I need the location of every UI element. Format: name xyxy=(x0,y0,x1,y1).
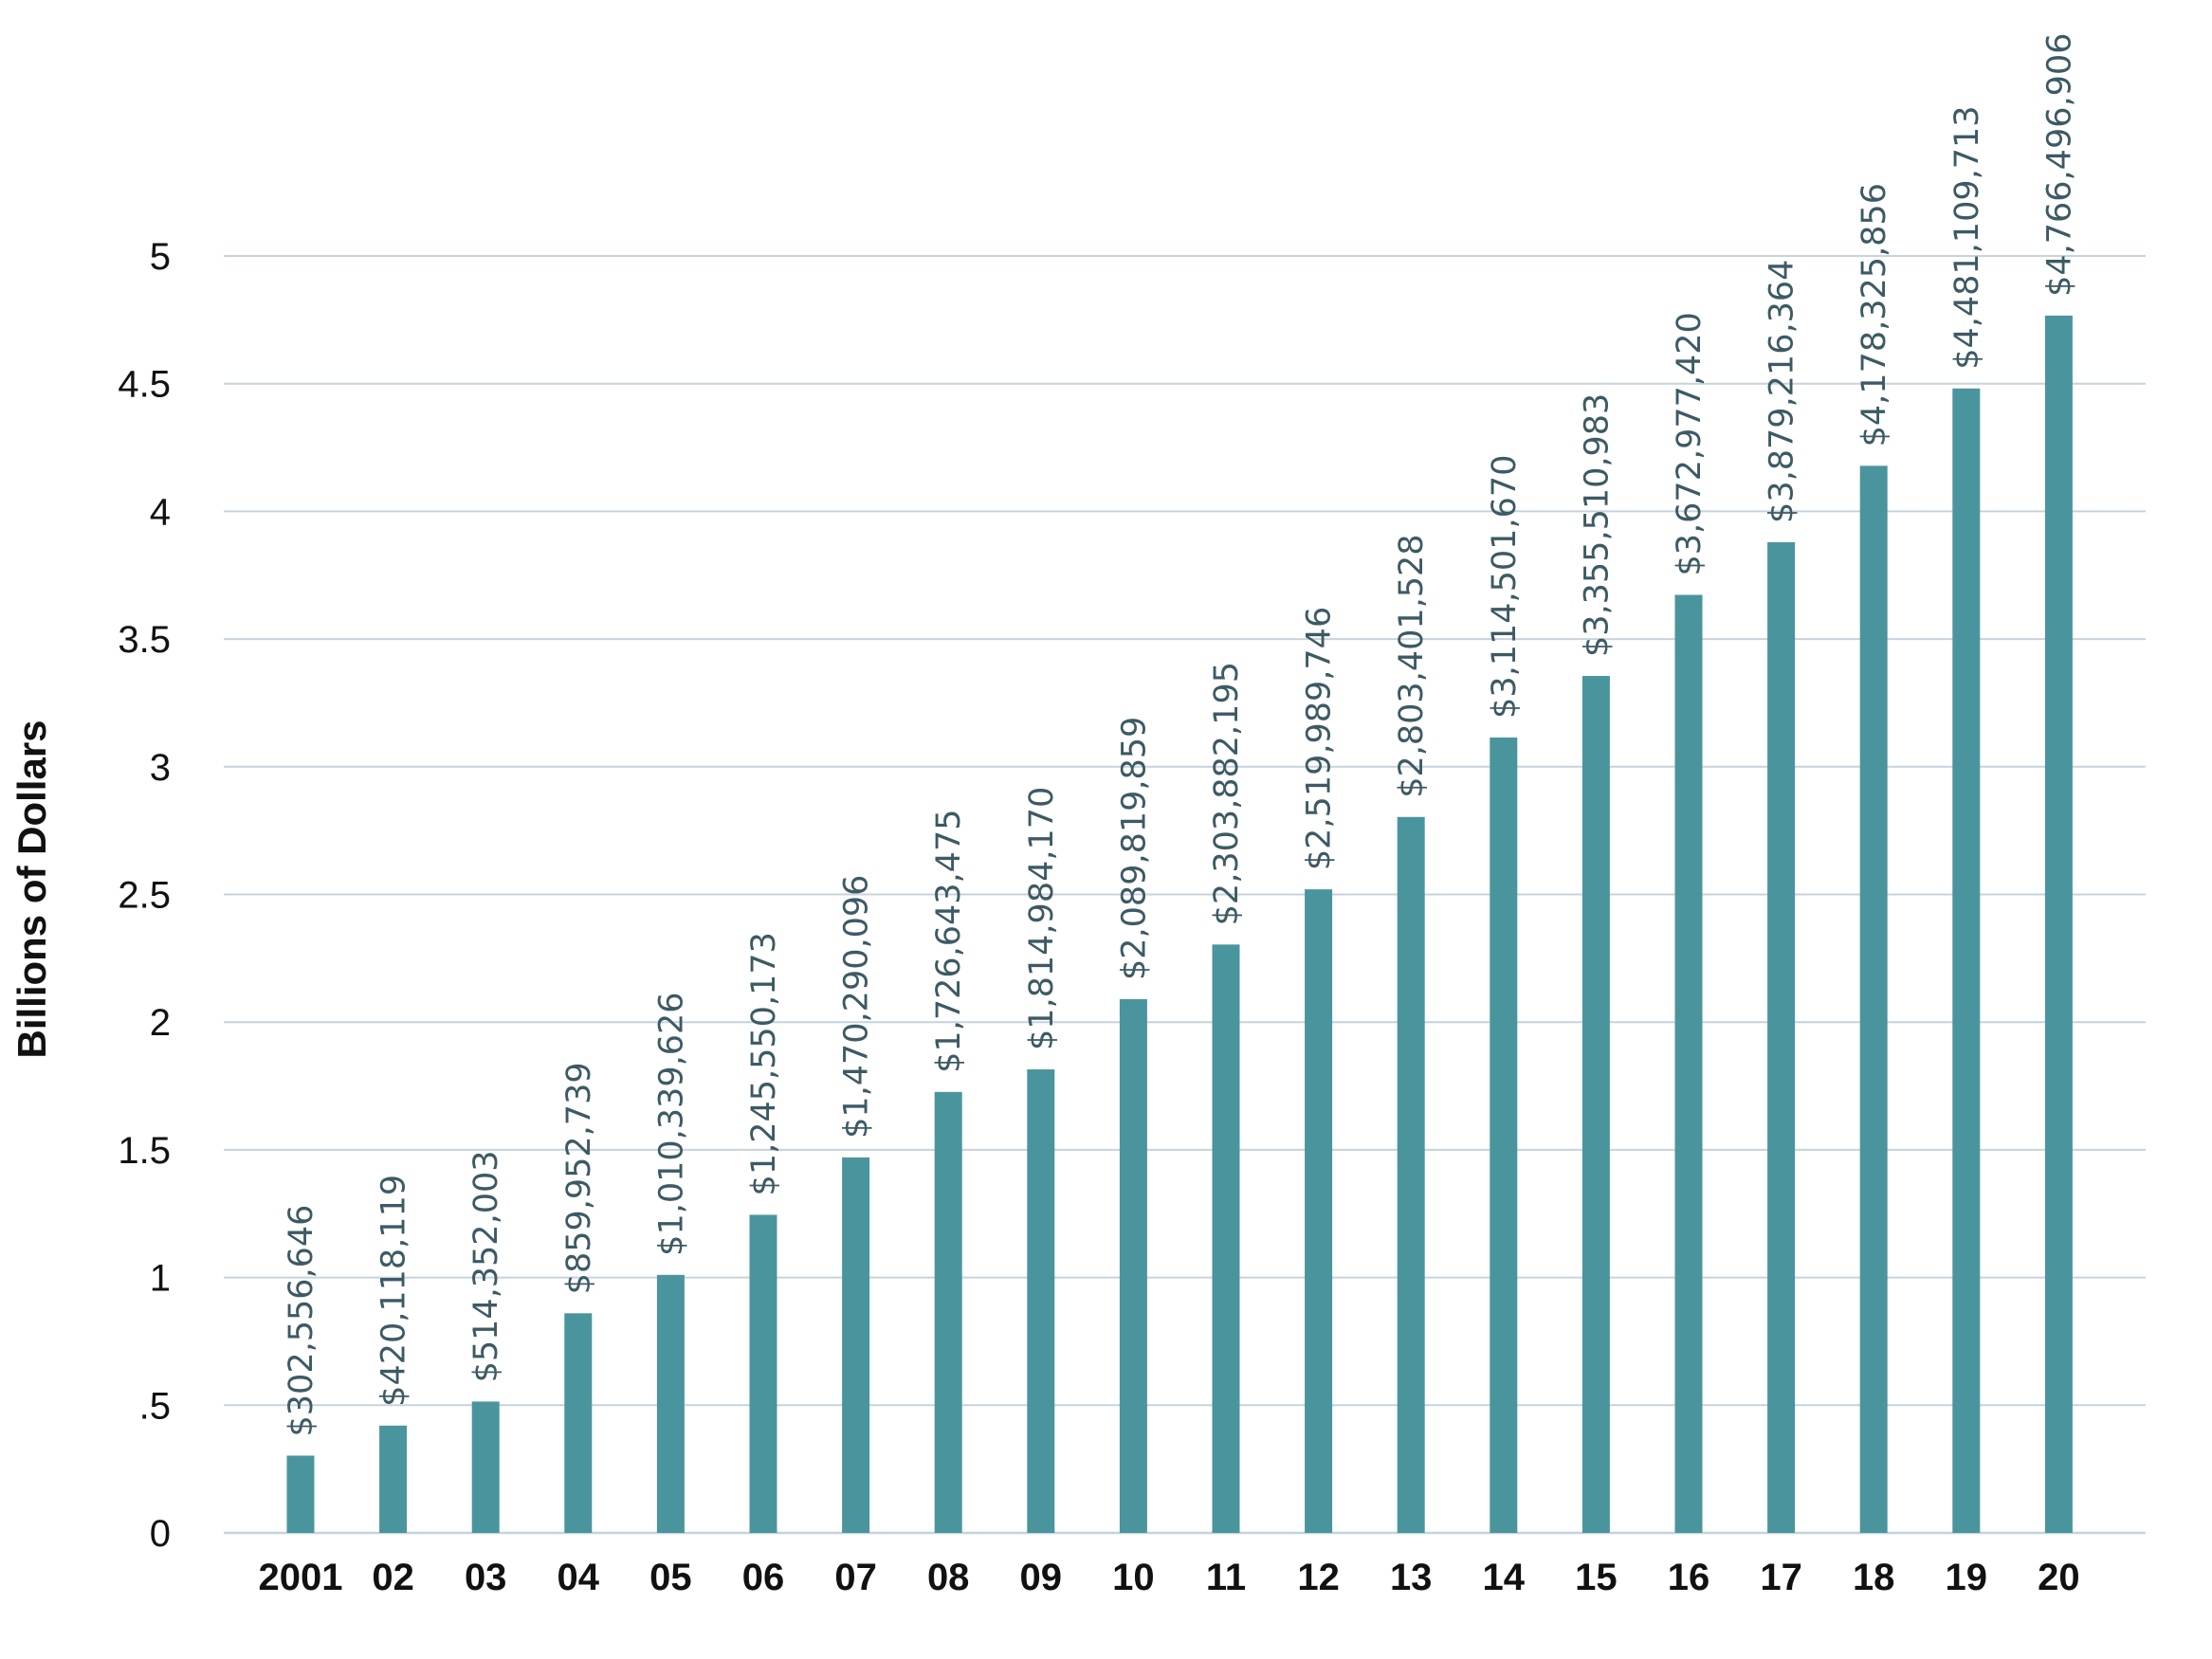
data-label: $420,118,119 xyxy=(375,1175,413,1407)
bar xyxy=(471,1401,500,1533)
data-label: $3,355,510,983 xyxy=(1578,393,1616,657)
y-tick-label: 3 xyxy=(150,747,171,789)
x-tick-label: 16 xyxy=(1668,1557,1710,1598)
bar xyxy=(749,1214,777,1533)
data-label: $3,672,977,420 xyxy=(1671,312,1709,575)
data-label: $302,556,646 xyxy=(283,1205,320,1437)
bar xyxy=(842,1157,870,1533)
y-tick-label: 2 xyxy=(150,1002,171,1044)
data-label: $3,879,216,364 xyxy=(1764,260,1801,523)
data-label: $514,352,003 xyxy=(467,1150,505,1382)
x-tick-label: 04 xyxy=(558,1557,600,1598)
bar xyxy=(1859,465,1888,1533)
y-tick-label: 3.5 xyxy=(118,619,171,661)
y-tick-label: 2.5 xyxy=(118,875,171,917)
x-tick-label: 06 xyxy=(742,1557,785,1598)
y-tick-label: 0 xyxy=(150,1513,171,1555)
data-label: $1,010,339,626 xyxy=(652,992,690,1255)
x-axis-ticks: 2001 02 03 04 05 06 07 08 09 10 11 12 13 14 15 16 17 18 19… xyxy=(259,1557,2080,1598)
y-tick-label: 4.5 xyxy=(118,364,171,406)
x-tick-label: 13 xyxy=(1390,1557,1433,1598)
bar xyxy=(1767,541,1796,1533)
x-tick-label: 05 xyxy=(649,1557,692,1598)
x-tick-label: 08 xyxy=(927,1557,970,1598)
data-label: $2,089,819,859 xyxy=(1115,717,1153,980)
x-tick-label: 15 xyxy=(1575,1557,1618,1598)
data-label: $3,114,501,670 xyxy=(1486,455,1524,719)
x-tick-label: 18 xyxy=(1853,1557,1895,1598)
data-label: $4,178,325,856 xyxy=(1856,183,1893,447)
x-tick-label: 03 xyxy=(465,1557,507,1598)
data-label: $1,726,643,475 xyxy=(930,810,968,1073)
data-label: $1,470,290,096 xyxy=(838,875,876,1139)
x-tick-label: 14 xyxy=(1483,1557,1526,1598)
bar xyxy=(1952,388,1981,1533)
x-tick-label: 11 xyxy=(1206,1557,1246,1598)
y-tick-label: 1 xyxy=(150,1258,171,1300)
y-axis-label: Billions of Dollars xyxy=(9,720,54,1058)
y-tick-label: 5 xyxy=(150,236,171,278)
x-tick-label: 19 xyxy=(1946,1557,1988,1598)
bar xyxy=(1674,594,1703,1533)
x-tick-label: 10 xyxy=(1112,1557,1155,1598)
bar xyxy=(379,1425,408,1533)
data-label: $2,519,989,746 xyxy=(1301,607,1339,870)
bar xyxy=(1490,737,1518,1533)
x-tick-label: 17 xyxy=(1760,1557,1802,1598)
gridlines xyxy=(224,255,2146,1535)
x-tick-label: 02 xyxy=(372,1557,414,1598)
y-axis-ticks: 0 .5 1 1.5 2 2.5 3 3.5 4 4.5 5 xyxy=(118,236,171,1555)
data-label: $2,803,401,528 xyxy=(1393,534,1431,797)
data-labels: $302,556,646 $420,118,119 $514,352,003 $859… xyxy=(283,33,2078,1437)
bar xyxy=(564,1313,593,1533)
x-tick-label: 20 xyxy=(2038,1557,2080,1598)
y-tick-label: 4 xyxy=(150,491,171,533)
data-label: $4,766,496,906 xyxy=(2040,33,2078,297)
bar xyxy=(1305,889,1333,1533)
bar xyxy=(1212,944,1240,1533)
bar xyxy=(656,1274,685,1533)
bar xyxy=(286,1455,315,1533)
data-label: $1,245,550,173 xyxy=(745,932,783,1195)
x-tick-label: 09 xyxy=(1020,1557,1063,1598)
data-label: $1,814,984,170 xyxy=(1023,787,1061,1050)
x-tick-label: 2001 xyxy=(259,1557,343,1598)
bar xyxy=(1581,676,1610,1533)
bar xyxy=(1027,1069,1055,1533)
bar xyxy=(1397,816,1425,1533)
data-label: $4,481,109,713 xyxy=(1948,105,1986,369)
data-label: $2,303,882,195 xyxy=(1208,662,1246,925)
y-tick-label: 1.5 xyxy=(118,1130,171,1172)
x-tick-label: 07 xyxy=(834,1557,877,1598)
y-tick-label: .5 xyxy=(139,1385,171,1427)
bar xyxy=(1119,999,1147,1533)
bar xyxy=(934,1091,962,1533)
data-label: $859,952,739 xyxy=(560,1062,598,1294)
bar xyxy=(2044,315,2073,1533)
bars xyxy=(286,315,2073,1533)
x-tick-label: 12 xyxy=(1297,1557,1340,1598)
